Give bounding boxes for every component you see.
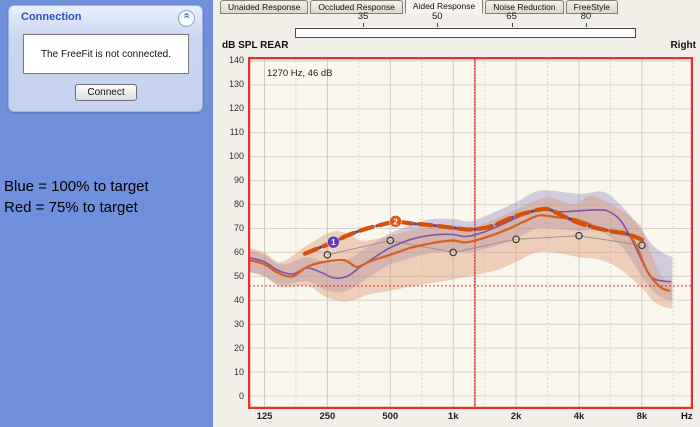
- x-tick-label: 2k: [510, 411, 522, 422]
- x-axis-unit: Hz: [681, 411, 693, 422]
- y-tick-label: 80: [233, 199, 244, 210]
- x-tick-label: 8k: [636, 411, 648, 422]
- x-tick-label: 1k: [447, 411, 459, 422]
- level-scale-label: 80: [580, 11, 592, 22]
- tab-unaided-response[interactable]: Unaided Response: [220, 0, 309, 14]
- level-scale-tick: [437, 23, 439, 27]
- y-tick-label: 60: [233, 246, 244, 257]
- level-scale-label: 50: [432, 11, 443, 22]
- svg-text:1: 1: [331, 237, 336, 247]
- y-axis-title: dB SPL REAR: [222, 40, 289, 51]
- level-scale-tick: [511, 23, 513, 27]
- y-tick-label: 0: [238, 390, 244, 401]
- x-tick-label: 4k: [573, 411, 585, 422]
- input-level-slider[interactable]: [295, 28, 636, 38]
- level-scale-tick: [363, 23, 364, 27]
- ear-side-label: Right: [670, 40, 696, 51]
- y-tick-label: 130: [228, 79, 244, 90]
- response-view: Unaided Response Occluded Response Aided R…: [213, 0, 700, 427]
- y-tick-label: 30: [233, 318, 244, 329]
- y-tick-label: 10: [233, 366, 244, 377]
- cursor-readout: 1270 Hz, 46 dB: [267, 68, 333, 79]
- sidebar: Connection « The FreeFit is not connecte…: [0, 0, 213, 427]
- svg-text:2: 2: [393, 216, 398, 226]
- connect-button[interactable]: Connect: [75, 84, 137, 101]
- y-tick-label: 140: [228, 55, 244, 66]
- connection-panel-title: Connection: [21, 11, 82, 23]
- tab-noise-reduction[interactable]: Noise Reduction: [485, 0, 564, 14]
- y-tick-label: 40: [233, 294, 244, 305]
- tab-aided-response[interactable]: Aided Response: [404, 0, 484, 14]
- connection-panel-header: Connection «: [9, 6, 202, 28]
- y-tick-label: 100: [228, 151, 244, 162]
- legend-blue-line: Blue = 100% to target: [4, 178, 149, 195]
- level-scale-tick: [585, 23, 587, 27]
- legend-note: Blue = 100% to target Red = 75% to targe…: [4, 176, 149, 218]
- level-scale-label: 35: [357, 11, 369, 22]
- y-tick-label: 90: [233, 175, 244, 186]
- y-tick-label: 110: [229, 127, 244, 138]
- tab-freestyle[interactable]: FreeStyle: [565, 0, 618, 14]
- y-tick-label: 20: [233, 342, 244, 353]
- response-tab-bar: Unaided Response Occluded Response Aided R…: [220, 0, 620, 14]
- y-tick-label: 70: [233, 223, 244, 233]
- x-tick-label: 250: [319, 411, 336, 422]
- connection-panel: Connection « The FreeFit is not connecte…: [8, 5, 203, 112]
- chevron-double-up-icon: «: [180, 12, 192, 19]
- level-scale-label: 65: [506, 11, 517, 22]
- tab-occluded-response[interactable]: Occluded Response: [310, 0, 403, 14]
- collapse-panel-button[interactable]: «: [178, 10, 195, 27]
- x-tick-label: 125: [256, 411, 273, 422]
- rear-response-chart[interactable]: 12: [248, 57, 693, 409]
- x-tick-label: 500: [382, 411, 399, 422]
- y-tick-label: 120: [228, 103, 244, 114]
- connection-status-message: The FreeFit is not connected.: [23, 34, 189, 74]
- y-tick-label: 50: [233, 270, 244, 281]
- legend-red-line: Red = 75% to target: [4, 199, 138, 216]
